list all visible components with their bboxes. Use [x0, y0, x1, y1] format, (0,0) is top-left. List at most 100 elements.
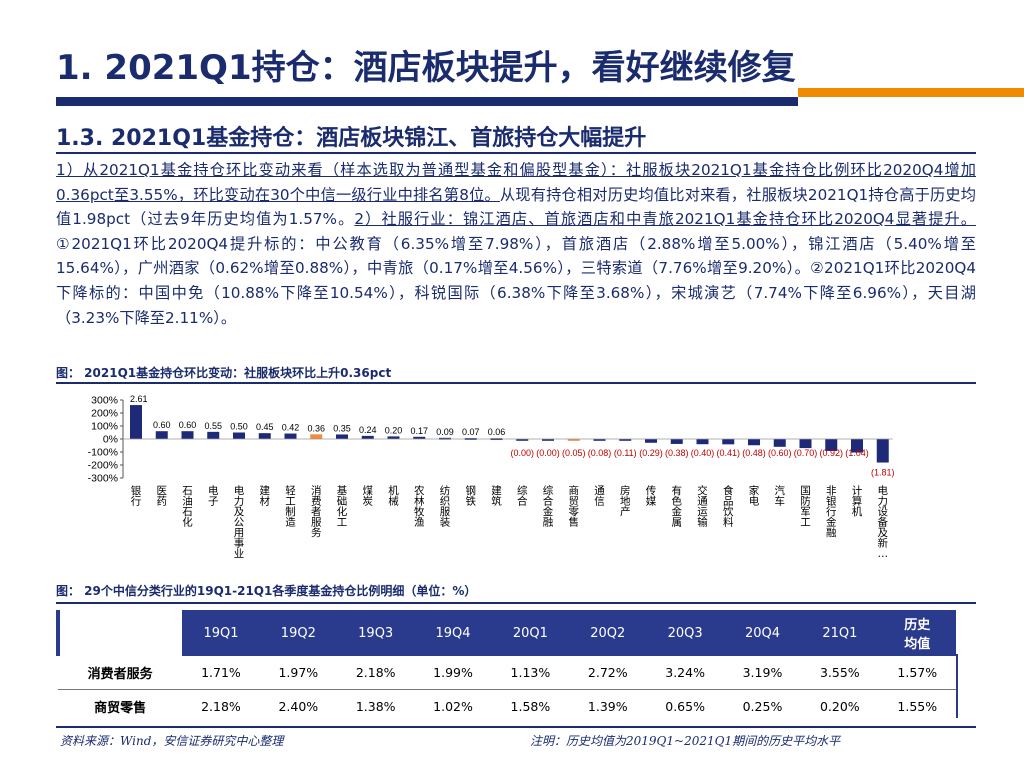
bar — [619, 439, 632, 441]
bar — [387, 436, 400, 439]
category-label: 合 — [517, 495, 528, 508]
category-label: 综 — [543, 484, 554, 497]
category-label: 国 — [800, 485, 811, 497]
value-label: 0.36 — [307, 423, 325, 433]
bar — [696, 439, 709, 445]
table-cell: 0.20% — [819, 699, 860, 714]
value-label: 0.60 — [179, 420, 197, 430]
bar — [542, 439, 554, 441]
y-tick-label: 100% — [91, 421, 118, 433]
bar — [748, 439, 760, 446]
value-label: (1.04) — [845, 448, 869, 458]
category-label: 石 — [182, 485, 193, 497]
table-header: 20Q1 — [491, 610, 570, 656]
category-label: 林 — [414, 495, 425, 508]
y-tick-label: 0% — [103, 434, 118, 446]
table-header: 20Q2 — [569, 610, 647, 656]
value-label: (0.00) — [536, 448, 560, 458]
category-label: 消 — [311, 484, 322, 497]
category-label: 纺 — [440, 484, 451, 497]
bar — [799, 439, 812, 449]
category-label: 电 — [234, 484, 245, 497]
category-label: 交 — [697, 484, 708, 497]
value-label: (0.05) — [562, 448, 586, 458]
table-cell: 2.40% — [278, 699, 319, 714]
value-label: (0.29) — [639, 448, 663, 458]
value-label: 0.50 — [230, 422, 248, 432]
table-cell: 1.39% — [587, 699, 628, 714]
category-label: 筑 — [491, 495, 502, 508]
category-label: 通 — [594, 485, 605, 497]
bar — [233, 432, 245, 439]
category-label: 电 — [749, 495, 760, 508]
category-label: 通 — [697, 496, 708, 508]
category-label: 石 — [182, 506, 193, 518]
category-label: … — [878, 548, 889, 560]
bar — [876, 439, 889, 463]
category-label: 媒 — [646, 495, 657, 508]
table-cell: 1.02% — [433, 699, 473, 714]
category-label: 费 — [311, 495, 322, 508]
category-label: 务 — [311, 526, 322, 539]
figure2-divider — [56, 602, 976, 604]
table-row: 消费者服务 1.71% 1.97% 2.18% 1.99% 1.13% 2.72… — [58, 656, 956, 690]
value-label: 0.24 — [359, 425, 377, 435]
bar — [207, 431, 220, 439]
category-label: 机 — [388, 484, 399, 497]
value-label: 0.55 — [204, 421, 222, 431]
table-cell: 1.58% — [510, 699, 551, 714]
category-label: 家 — [749, 484, 760, 497]
category-label: 铁 — [466, 495, 477, 508]
table-cell: 1.57% — [878, 656, 956, 690]
category-label: 装 — [440, 516, 451, 529]
table-cell: 1.38% — [355, 699, 396, 714]
category-label: 事 — [234, 537, 245, 550]
bar — [645, 439, 657, 443]
category-label: 银 — [826, 495, 837, 508]
value-label: (0.70) — [794, 448, 818, 458]
category-label: 属 — [672, 517, 683, 529]
bar-chart: 300%200%100%0%-100%-200%-300%2.61银行0.60医… — [88, 394, 895, 560]
title-rule-blue — [56, 97, 798, 106]
table-cell: 2.18% — [201, 699, 241, 714]
category-label: 行 — [826, 505, 837, 518]
category-label: 车 — [775, 495, 786, 508]
table-cell: 1.97% — [259, 656, 337, 690]
category-label: 渔 — [414, 517, 425, 529]
category-label: 造 — [285, 516, 296, 529]
bar — [361, 435, 374, 439]
category-label: 设 — [878, 506, 889, 518]
table-cell: 0.25% — [742, 699, 783, 714]
table-cell: 1.99% — [414, 656, 492, 690]
category-label: 化 — [182, 516, 193, 529]
category-label: 合 — [543, 495, 554, 508]
table-header: 19Q4 — [414, 610, 492, 656]
category-label: 融 — [543, 517, 554, 529]
value-label: 0.06 — [488, 427, 506, 437]
table-header: 20Q3 — [646, 610, 724, 656]
bar — [567, 439, 580, 441]
row-label: 消费者服务 — [58, 656, 183, 690]
category-label: 新 — [878, 537, 889, 550]
value-label: 0.45 — [256, 422, 274, 432]
bar — [722, 439, 735, 445]
table-cell: 3.24% — [646, 656, 724, 690]
category-label: 融 — [826, 527, 837, 539]
body-part3: 2）社服行业：锦江酒店、首旅酒店和中青旅2021Q1基金持仓环比2020Q4显著… — [354, 210, 976, 229]
category-label: 料 — [723, 516, 734, 529]
category-label: 非 — [826, 485, 837, 497]
value-label: (0.00) — [510, 448, 534, 458]
category-label: 有 — [672, 484, 683, 497]
category-label: 医 — [157, 485, 168, 497]
category-label: 服 — [311, 517, 322, 529]
value-label: (0.60) — [768, 448, 792, 458]
category-label: 业 — [234, 548, 245, 560]
category-label: 炭 — [363, 496, 374, 508]
table-cell: 2.72% — [569, 656, 647, 690]
footer-divider — [56, 726, 976, 728]
category-label: 军 — [800, 506, 811, 518]
bar — [310, 434, 323, 439]
category-label: 药 — [157, 496, 168, 508]
table-cell: 1.13% — [491, 656, 570, 690]
holdings-table: 19Q1 19Q2 19Q3 19Q4 20Q1 20Q2 20Q3 20Q4 … — [55, 610, 956, 723]
